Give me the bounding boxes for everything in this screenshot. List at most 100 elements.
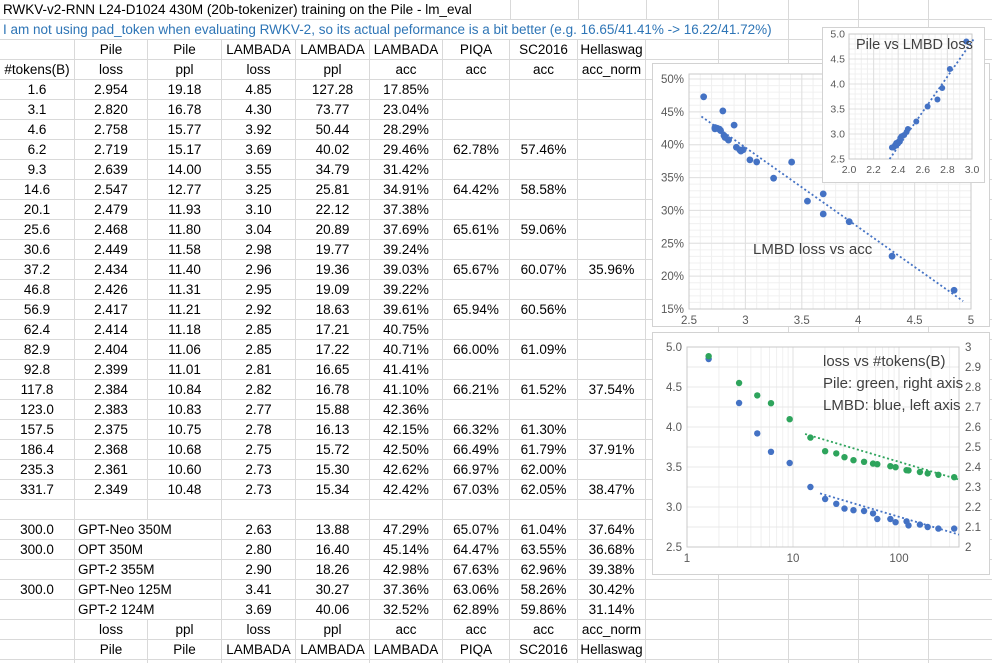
column-header[interactable]: loss [75,60,148,80]
data-cell[interactable]: 2.80 [222,540,296,560]
data-cell[interactable]: 15.17 [148,140,222,160]
data-cell[interactable]: 2.414 [75,320,148,340]
data-cell[interactable]: 300.0 [0,580,75,600]
empty-cell[interactable] [578,660,646,663]
data-cell[interactable]: 10.84 [148,380,222,400]
column-footer[interactable]: ppl [148,620,222,640]
column-footer[interactable]: Hellaswag [578,640,646,660]
data-cell[interactable]: 65.07% [443,520,510,540]
data-cell[interactable]: 2.75 [222,440,296,460]
data-cell[interactable]: 11.21 [148,300,222,320]
sheet-title[interactable]: RWKV-v2-RNN L24-D1024 430M (20b-tokenize… [0,0,478,19]
data-cell[interactable] [443,280,510,300]
data-cell[interactable]: 46.8 [0,280,75,300]
data-cell[interactable] [510,280,578,300]
data-cell[interactable]: 117.8 [0,380,75,400]
empty-cell[interactable] [0,660,75,663]
data-cell[interactable] [443,120,510,140]
data-cell[interactable] [510,200,578,220]
data-cell[interactable]: 61.79% [510,440,578,460]
data-cell[interactable]: 62.96% [510,560,578,580]
data-cell[interactable]: 12.77 [148,180,222,200]
data-cell[interactable]: 11.93 [148,200,222,220]
data-cell[interactable] [578,180,646,200]
data-cell[interactable]: 2.92 [222,300,296,320]
data-cell[interactable]: 13.88 [296,520,370,540]
data-cell[interactable]: 16.78 [296,380,370,400]
data-cell[interactable]: 2.639 [75,160,148,180]
empty-cell[interactable] [510,500,578,520]
data-cell[interactable]: 2.954 [75,80,148,100]
data-cell[interactable]: 62.00% [510,460,578,480]
data-cell[interactable]: 66.49% [443,440,510,460]
empty-cell[interactable] [222,500,296,520]
column-header[interactable]: ppl [296,60,370,80]
column-footer[interactable]: acc [443,620,510,640]
data-cell[interactable]: 25.81 [296,180,370,200]
data-cell[interactable]: 20.1 [0,200,75,220]
data-cell[interactable]: 15.30 [296,460,370,480]
data-cell[interactable]: 3.04 [222,220,296,240]
data-cell[interactable]: 17.85% [370,80,443,100]
column-footer[interactable]: LAMBADA [370,640,443,660]
data-cell[interactable] [578,160,646,180]
data-cell[interactable]: 34.91% [370,180,443,200]
data-cell[interactable]: 62.78% [443,140,510,160]
data-cell[interactable]: 2.547 [75,180,148,200]
data-cell[interactable] [0,560,75,580]
data-cell[interactable]: 37.69% [370,220,443,240]
data-cell[interactable] [443,320,510,340]
data-cell[interactable]: 157.5 [0,420,75,440]
data-cell[interactable]: 38.47% [578,480,646,500]
data-cell[interactable]: 16.78 [148,100,222,120]
data-cell[interactable]: 19.09 [296,280,370,300]
data-cell[interactable]: 23.04% [370,100,443,120]
column-footer[interactable]: LAMBADA [296,640,370,660]
data-cell[interactable]: 45.14% [370,540,443,560]
data-cell[interactable]: 61.09% [510,340,578,360]
data-cell[interactable] [510,100,578,120]
data-cell[interactable]: 9.3 [0,160,75,180]
data-cell[interactable]: 39.61% [370,300,443,320]
data-cell[interactable]: 2.63 [222,520,296,540]
data-cell[interactable]: 2.758 [75,120,148,140]
column-header[interactable]: LAMBADA [370,40,443,60]
data-cell[interactable]: 82.9 [0,340,75,360]
data-cell[interactable]: 2.85 [222,340,296,360]
data-cell[interactable] [578,120,646,140]
data-cell[interactable]: 10.83 [148,400,222,420]
data-cell[interactable]: 11.80 [148,220,222,240]
data-cell[interactable] [510,160,578,180]
data-cell[interactable]: 59.86% [510,600,578,620]
data-cell[interactable]: 10.68 [148,440,222,460]
data-cell[interactable]: 66.21% [443,380,510,400]
data-cell[interactable]: 40.02 [296,140,370,160]
data-cell[interactable]: 17.22 [296,340,370,360]
data-cell[interactable]: 67.03% [443,480,510,500]
data-cell[interactable]: 37.91% [578,440,646,460]
column-header[interactable]: LAMBADA [222,40,296,60]
data-cell[interactable]: 92.8 [0,360,75,380]
data-cell[interactable]: 47.29% [370,520,443,540]
data-cell[interactable] [578,360,646,380]
data-cell[interactable] [578,220,646,240]
data-cell[interactable]: 65.61% [443,220,510,240]
data-cell[interactable]: 3.69 [222,140,296,160]
empty-cell[interactable] [0,500,75,520]
data-cell[interactable]: 2.399 [75,360,148,380]
column-header[interactable]: acc [510,60,578,80]
data-cell[interactable] [578,460,646,480]
data-cell[interactable] [443,240,510,260]
data-cell[interactable]: 61.04% [510,520,578,540]
data-cell[interactable]: 2.417 [75,300,148,320]
data-cell[interactable] [578,300,646,320]
data-cell[interactable]: 39.24% [370,240,443,260]
data-cell[interactable]: 37.54% [578,380,646,400]
data-cell[interactable]: 60.56% [510,300,578,320]
data-cell[interactable]: 4.85 [222,80,296,100]
data-cell[interactable]: 57.46% [510,140,578,160]
data-cell[interactable]: 37.36% [370,580,443,600]
data-cell[interactable]: 37.2 [0,260,75,280]
data-cell[interactable]: 31.14% [578,600,646,620]
sheet-note[interactable]: I am not using pad_token when evaluating… [0,20,778,39]
